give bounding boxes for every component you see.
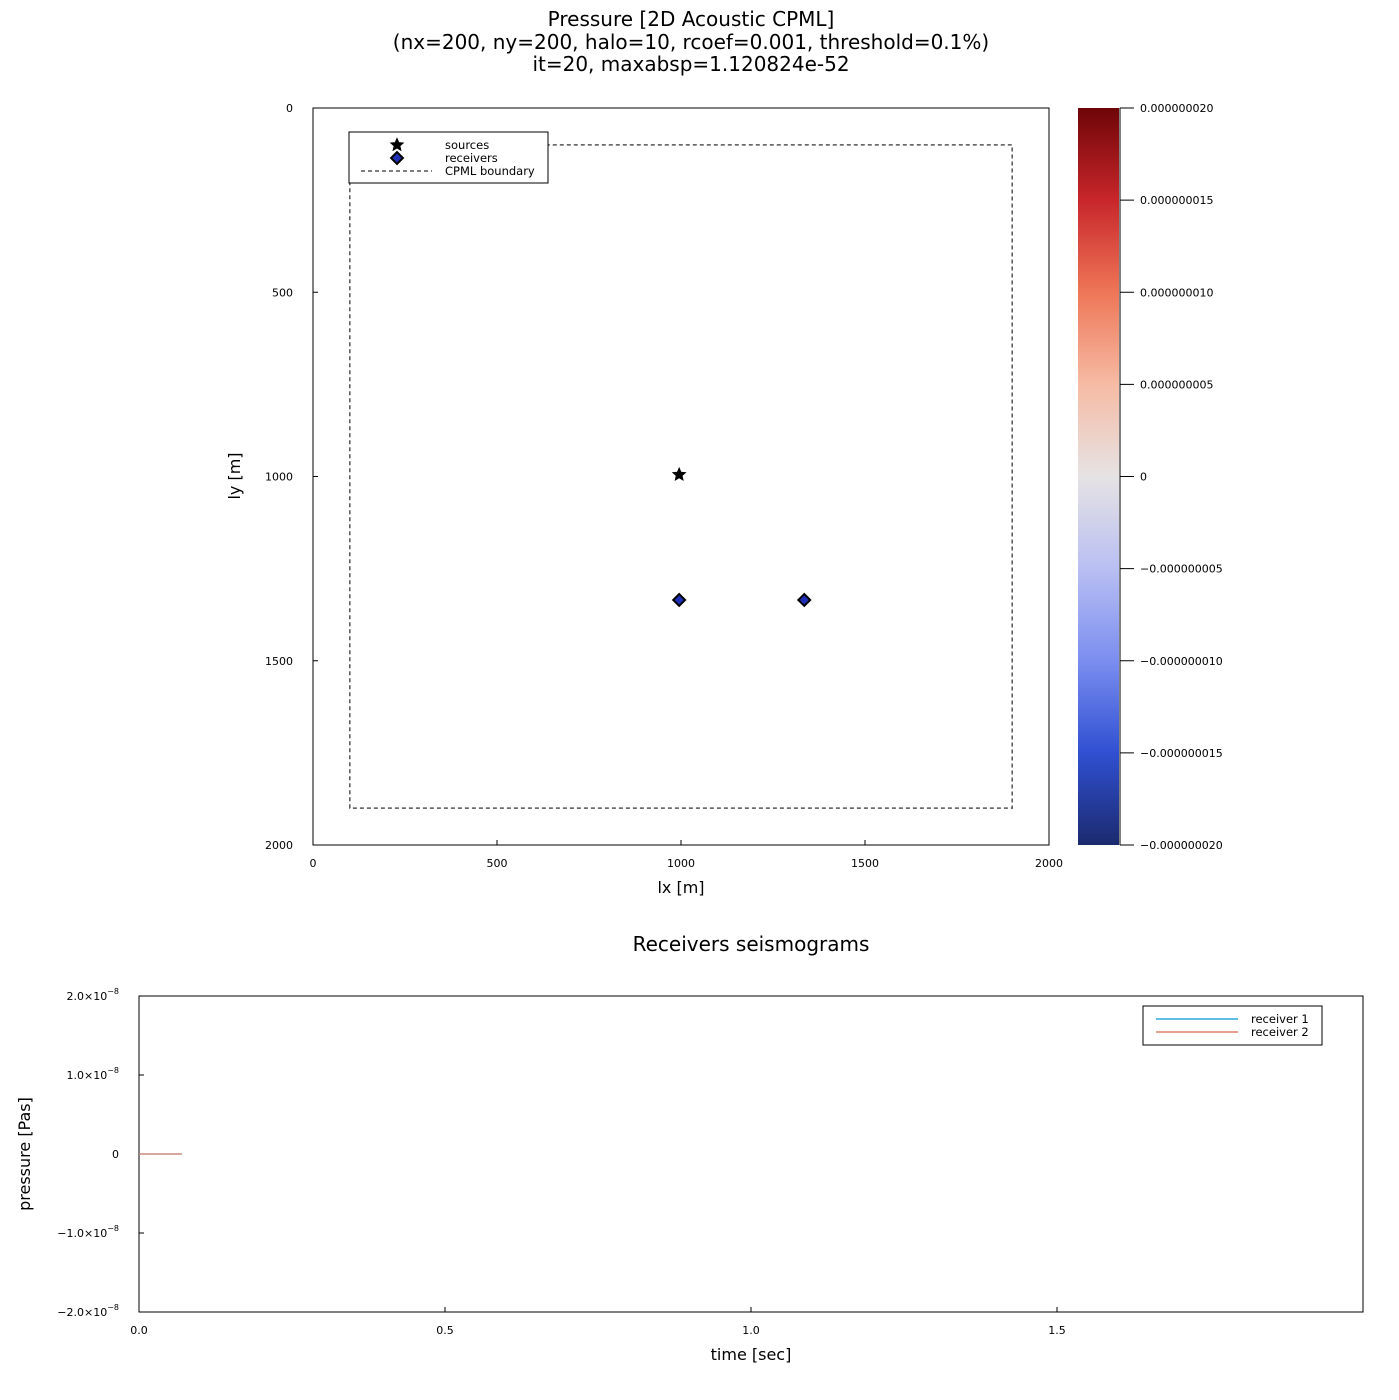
source-marker (671, 466, 687, 481)
colorbar-tick-label: 0.000000020 (1140, 102, 1213, 115)
heatmap-x-ticks: 0 500 1000 1500 2000 (310, 840, 1063, 870)
legend-label-receiver-2: receiver 2 (1251, 1025, 1309, 1039)
seismogram-y-tick-label: −1.0×10−8 (57, 1224, 119, 1240)
heatmap-x-tick-label: 0 (310, 857, 317, 870)
colorbar-tick-label: 0.000000010 (1140, 286, 1213, 299)
heatmap-title-line-3: it=20, maxabsp=1.120824e-52 (532, 52, 849, 76)
legend-diamond-marker (389, 150, 405, 166)
seismogram-x-tick-label: 0.0 (130, 1324, 148, 1337)
heatmap-x-axis-label: lx [m] (657, 878, 704, 897)
legend-label-receiver-1: receiver 1 (1251, 1012, 1309, 1026)
heatmap-title-line-2: (nx=200, ny=200, halo=10, rcoef=0.001, t… (393, 30, 989, 54)
colorbar-tick-label: −0.000000005 (1140, 563, 1223, 576)
legend-star-marker (389, 137, 405, 152)
heatmap-y-ticks: 0 500 1000 1500 2000 (265, 102, 318, 852)
receiver-marker (796, 592, 812, 608)
seismogram-legend-box (1142, 1005, 1323, 1046)
receiver-marker (671, 592, 687, 608)
heatmap-title-line-1: Pressure [2D Acoustic CPML] (548, 7, 835, 31)
seismogram-x-ticks: 0.0 0.5 1.0 1.5 (130, 1307, 1066, 1337)
seismogram-panel: Receivers seismograms 0.0 0.5 1.0 1.5 2.0×1… (15, 932, 1364, 1364)
heatmap-y-tick-label: 1000 (265, 471, 293, 484)
cpml-boundary (349, 144, 1013, 809)
heatmap-x-tick-label: 1500 (851, 857, 879, 870)
colorbar-tick-label: −0.000000015 (1140, 747, 1223, 760)
seismogram-y-tick-label: 2.0×10−8 (66, 987, 119, 1003)
colorbar-tick-label: −0.000000010 (1140, 655, 1223, 668)
seismogram-y-tick-label: 0 (112, 1148, 119, 1161)
colorbar-tick-label: −0.000000020 (1140, 839, 1223, 852)
seismogram-y-tick-label: 1.0×10−8 (66, 1066, 119, 1082)
heatmap-y-tick-label: 2000 (265, 839, 293, 852)
heatmap-x-tick-label: 500 (487, 857, 508, 870)
heatmap-y-axis-label: ly [m] (225, 452, 244, 499)
seismogram-y-axis-label: pressure [Pas] (15, 1097, 34, 1211)
heatmap-y-tick-label: 0 (286, 102, 293, 115)
heatmap-legend: sources receivers CPML boundary (348, 131, 549, 184)
seismogram-x-tick-label: 1.5 (1048, 1324, 1066, 1337)
seismogram-y-ticks: 2.0×10−8 1.0×10−8 0 −1.0×10−8 −2.0×10−8 (57, 987, 144, 1319)
legend-label-receivers: receivers (445, 151, 498, 165)
colorbar-tick-label: 0.000000005 (1140, 378, 1213, 391)
colorbar-tick-label: 0.000000015 (1140, 194, 1213, 207)
heatmap-y-tick-label: 1500 (265, 655, 293, 668)
colorbar-ticks: 0.000000020 0.000000015 0.000000010 0.00000… (1120, 102, 1223, 852)
seismogram-legend: receiver 1 receiver 2 (1142, 1005, 1323, 1046)
heatmap-x-tick-label: 2000 (1035, 857, 1063, 870)
colorbar-bar (1078, 108, 1119, 845)
legend-label-sources: sources (445, 138, 489, 152)
heatmap-legend-box (348, 131, 549, 184)
seismogram-y-tick-label: −2.0×10−8 (57, 1303, 119, 1319)
seismogram-x-tick-label: 1.0 (742, 1324, 760, 1337)
seismogram-x-tick-label: 0.5 (436, 1324, 454, 1337)
seismogram-title: Receivers seismograms (633, 932, 870, 956)
colorbar: 0.000000020 0.000000015 0.000000010 0.00000… (1078, 102, 1223, 852)
heatmap-y-tick-label: 500 (272, 286, 293, 299)
pressure-heatmap-panel: Pressure [2D Acoustic CPML] (nx=200, ny=… (225, 7, 1223, 897)
heatmap-x-tick-label: 1000 (667, 857, 695, 870)
legend-label-cpml-boundary: CPML boundary (445, 164, 535, 178)
colorbar-tick-label: 0 (1140, 471, 1147, 484)
seismogram-x-axis-label: time [sec] (711, 1345, 792, 1364)
seismogram-plot-area (138, 995, 1364, 1313)
heatmap-overlay (349, 144, 1013, 809)
